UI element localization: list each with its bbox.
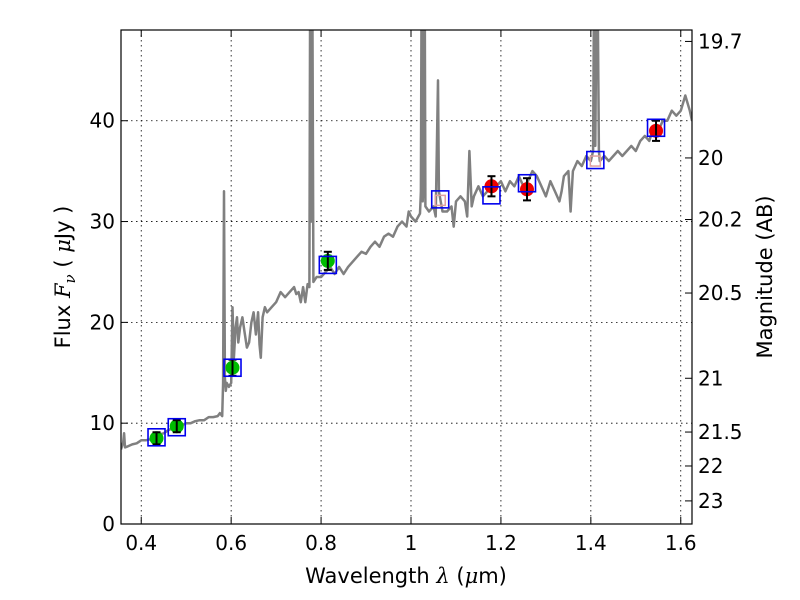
plot-frame [120,29,693,525]
y-axis-label: Flux Fν ( μJy ) [51,206,79,349]
model-square [318,255,338,275]
x-tick-label: 1.2 [485,531,517,555]
magnitude-tick-label: 20.2 [698,208,743,232]
x-tick-label: 0.6 [215,531,247,555]
ticks [121,30,692,525]
x-tick-label: 1.4 [575,531,607,555]
pink-marker-layer [434,155,602,207]
magnitude-tick-label: 21.5 [698,420,743,444]
x-tick-label: 1.6 [665,531,697,555]
y-tick-label: 30 [90,210,115,234]
magnitude-tick-label: 21 [698,366,723,390]
x-tick-labels: 0.4 0.6 0.8 1 1.2 1.4 1.6 [125,531,696,555]
model-square [223,358,242,378]
magnitude-tick-label: 20 [698,146,723,170]
magnitude-tick-labels: 19.7 20 20.2 20.5 21 21.5 22 23 [698,29,743,512]
magnitude-tick-label: 23 [698,489,723,513]
y-tick-label: 40 [90,109,115,133]
x-tick-label: 0.8 [305,531,337,555]
template-spectrum-line [121,30,692,450]
model-square [517,173,537,193]
model-points-layer [147,118,666,447]
y-tick-label: 10 [90,411,115,435]
model-square [482,186,501,205]
model-square [430,190,450,209]
magnitude-tick-label: 20.5 [698,281,743,305]
model-square [167,417,187,437]
x-axis-label: Wavelength λ (μm) [305,564,507,588]
model-square [147,427,166,447]
magnitude-tick-label: 19.7 [698,29,743,53]
plot-area [121,30,692,524]
model-square [586,150,605,170]
y-tick-label: 20 [90,310,115,334]
y-tick-labels: 0 10 20 30 40 [90,109,115,536]
x-tick-label: 0.4 [125,531,157,555]
magnitude-axis-label: Magnitude (AB) [753,195,777,358]
magnitude-tick-label: 22 [698,454,723,478]
model-square [646,118,666,138]
spectrum-layer [121,30,692,450]
x-tick-label: 1 [405,531,418,555]
pink-marker [434,194,446,207]
y-tick-label: 0 [102,512,115,536]
pink-marker [589,155,602,167]
